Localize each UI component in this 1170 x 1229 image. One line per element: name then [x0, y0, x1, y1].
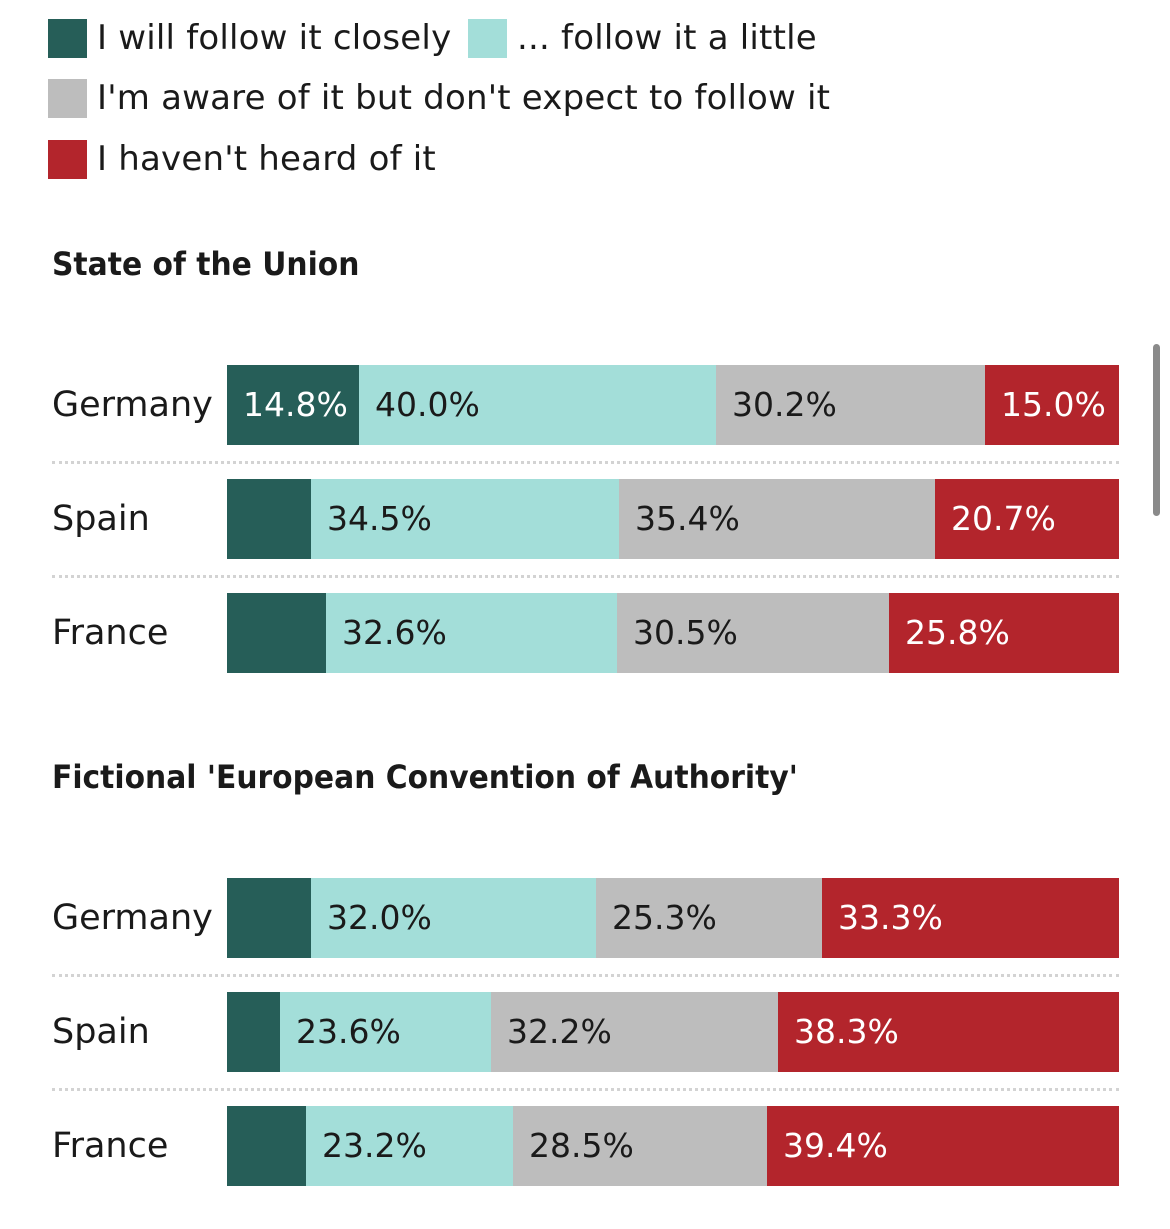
legend-item-follow-little: ... follow it a little — [468, 18, 817, 58]
bar-segment-not-heard: 15.0% — [985, 365, 1119, 445]
bar-segment-closely — [227, 593, 326, 673]
data-label: 15.0% — [1001, 385, 1106, 424]
data-label: 28.5% — [529, 1126, 634, 1165]
bar-segment-little: 23.6% — [280, 992, 491, 1072]
bar-segment-not-heard: 33.3% — [822, 878, 1119, 958]
stacked-bar-spain: 34.5% 35.4% 20.7% — [227, 479, 1119, 559]
stacked-bar-spain: 23.6% 32.2% 38.3% — [227, 992, 1119, 1072]
row-label-germany: Germany — [52, 385, 213, 425]
legend-item-not-heard: I haven't heard of it — [48, 139, 436, 179]
data-label: 20.7% — [951, 499, 1056, 538]
chart-title-state-of-the-union: State of the Union — [52, 245, 360, 283]
data-label: 30.2% — [732, 385, 837, 424]
data-label: 40.0% — [375, 385, 480, 424]
row-divider — [52, 1088, 1119, 1091]
data-label: 25.3% — [612, 898, 717, 937]
data-label: 34.5% — [327, 499, 432, 538]
data-label: 32.2% — [507, 1012, 612, 1051]
legend-swatch-follow-closely — [48, 18, 87, 58]
stacked-bar-france: 23.2% 28.5% 39.4% — [227, 1106, 1119, 1186]
bar-segment-little: 40.0% — [359, 365, 716, 445]
row-label-france: France — [52, 613, 169, 653]
legend-label-follow-closely: I will follow it closely — [97, 18, 452, 58]
data-label: 38.3% — [794, 1012, 899, 1051]
legend-swatch-follow-little — [468, 18, 507, 58]
data-label: 39.4% — [783, 1126, 888, 1165]
data-label: 30.5% — [633, 613, 738, 652]
data-label: 25.8% — [905, 613, 1010, 652]
row-label-spain: Spain — [52, 499, 150, 539]
bar-segment-closely — [227, 1106, 306, 1186]
bar-segment-little: 23.2% — [306, 1106, 513, 1186]
stacked-bar-germany: 14.8% 40.0% 30.2% 15.0% — [227, 365, 1119, 445]
vertical-scrollbar[interactable] — [1153, 344, 1160, 516]
bar-segment-little: 34.5% — [311, 479, 619, 559]
bar-segment-not-heard: 39.4% — [767, 1106, 1119, 1186]
data-label: 33.3% — [838, 898, 943, 937]
bar-segment-aware: 35.4% — [619, 479, 935, 559]
row-divider — [52, 974, 1119, 977]
bar-segment-closely — [227, 992, 280, 1072]
data-label: 23.6% — [296, 1012, 401, 1051]
bar-segment-closely — [227, 878, 311, 958]
data-label: 14.8% — [243, 385, 348, 424]
legend-label-follow-little: ... follow it a little — [517, 18, 817, 58]
bar-segment-aware: 28.5% — [513, 1106, 767, 1186]
data-label: 23.2% — [322, 1126, 427, 1165]
row-label-germany: Germany — [52, 898, 213, 938]
row-divider — [52, 461, 1119, 464]
row-divider — [52, 575, 1119, 578]
bar-segment-not-heard: 38.3% — [778, 992, 1119, 1072]
legend-label-aware: I'm aware of it but don't expect to foll… — [97, 78, 831, 118]
bar-segment-aware: 25.3% — [596, 878, 822, 958]
bar-segment-little: 32.0% — [311, 878, 596, 958]
stacked-bar-germany: 32.0% 25.3% 33.3% — [227, 878, 1119, 958]
legend-swatch-aware — [48, 78, 87, 118]
stacked-bar-france: 32.6% 30.5% 25.8% — [227, 593, 1119, 673]
data-label: 35.4% — [635, 499, 740, 538]
data-label: 32.6% — [342, 613, 447, 652]
bar-segment-aware: 32.2% — [491, 992, 778, 1072]
bar-segment-not-heard: 25.8% — [889, 593, 1119, 673]
legend-item-follow-closely: I will follow it closely — [48, 18, 451, 58]
bar-segment-closely — [227, 479, 311, 559]
bar-segment-aware: 30.5% — [617, 593, 889, 673]
row-label-spain: Spain — [52, 1012, 150, 1052]
bar-segment-closely: 14.8% — [227, 365, 359, 445]
chart-title-fictional-convention: Fictional 'European Convention of Author… — [52, 758, 798, 796]
bar-segment-little: 32.6% — [326, 593, 617, 673]
bar-segment-not-heard: 20.7% — [935, 479, 1119, 559]
legend-label-not-heard: I haven't heard of it — [97, 139, 436, 179]
legend-swatch-not-heard — [48, 139, 87, 179]
row-label-france: France — [52, 1126, 169, 1166]
bar-segment-aware: 30.2% — [716, 365, 985, 445]
legend-item-aware: I'm aware of it but don't expect to foll… — [48, 78, 830, 118]
data-label: 32.0% — [327, 898, 432, 937]
